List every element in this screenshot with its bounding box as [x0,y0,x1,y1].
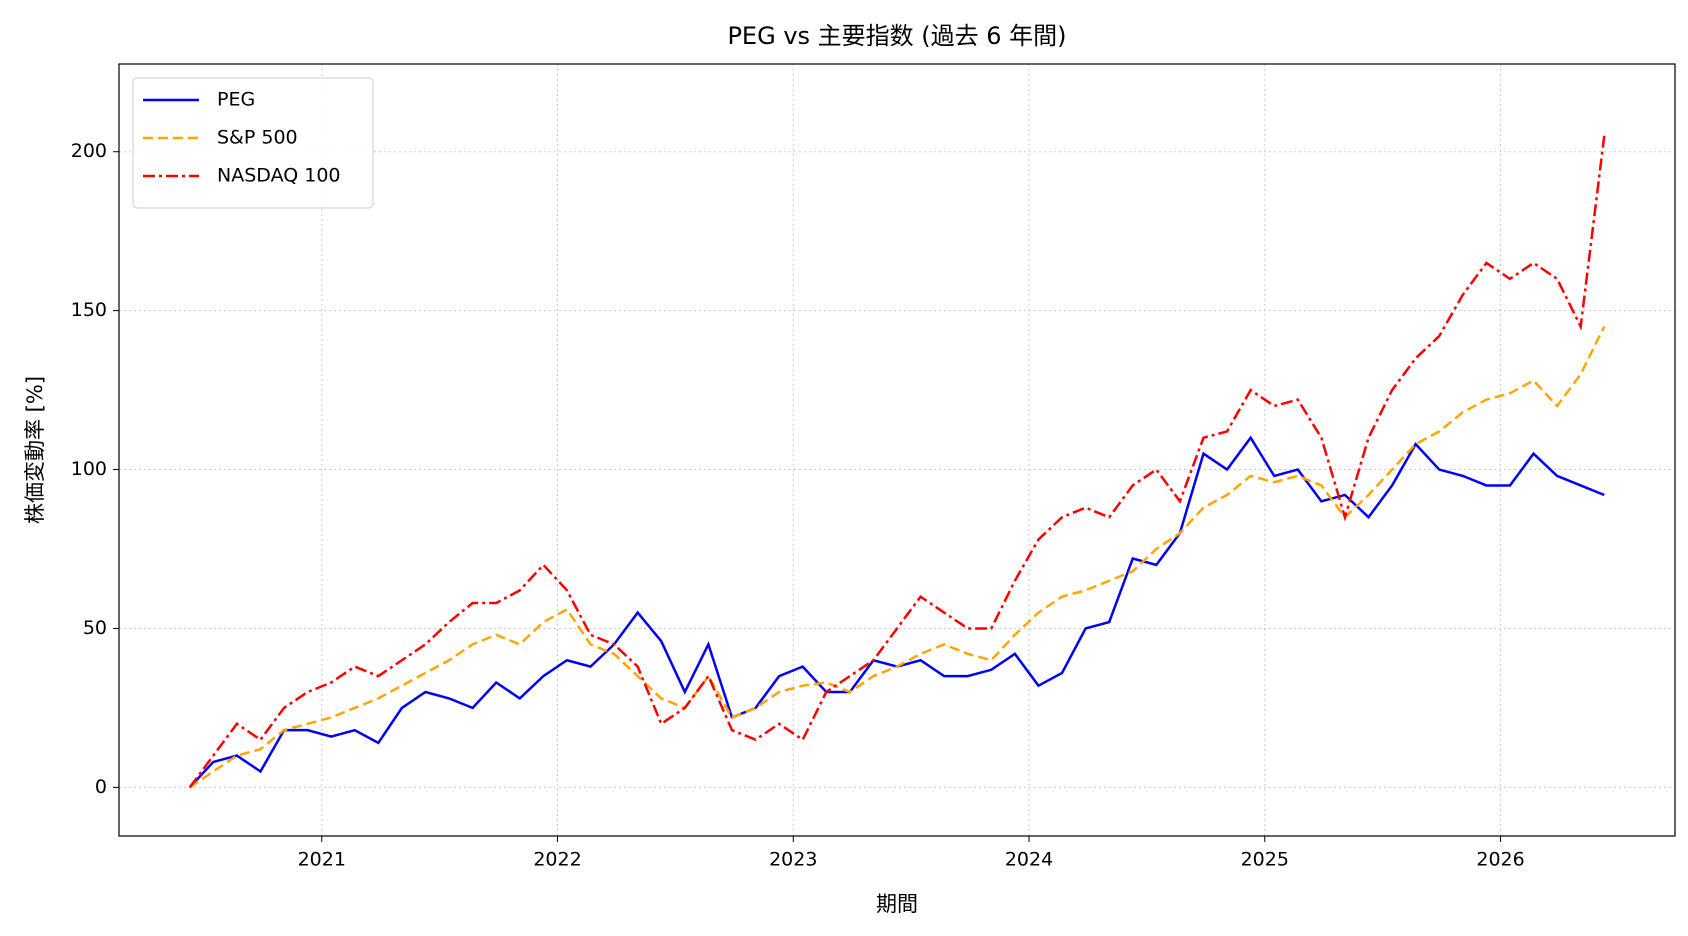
x-tick-label: 2024 [1005,849,1053,871]
legend-label: NASDAQ 100 [217,165,341,187]
x-tick-label: 2026 [1476,849,1524,871]
series-line [188,435,1605,789]
plot-frame [118,63,1676,837]
x-tick-label: 2022 [533,849,581,871]
x-tick-label: 2021 [298,849,346,871]
x-tick-label: 2025 [1241,849,1289,871]
y-axis-label: 株価変動率 [%] [23,376,47,524]
y-tick-label: 0 [95,776,107,798]
legend-label: S&P 500 [217,127,298,149]
x-axis-label: 期間 [876,892,918,916]
chart-title: PEG vs 主要指数 (過去 6 年間) [727,22,1066,50]
legend: PEG S&P 500 NASDAQ 100 [132,77,374,209]
series-line [189,325,1606,789]
y-tick-label: 150 [71,299,107,321]
legend-label: PEG [217,89,255,111]
y-tick-label: 50 [83,617,107,639]
x-tick-label: 2023 [769,849,817,871]
series-line [188,135,1606,789]
y-tick-label: 100 [71,458,107,480]
y-tick-label: 200 [71,140,107,162]
